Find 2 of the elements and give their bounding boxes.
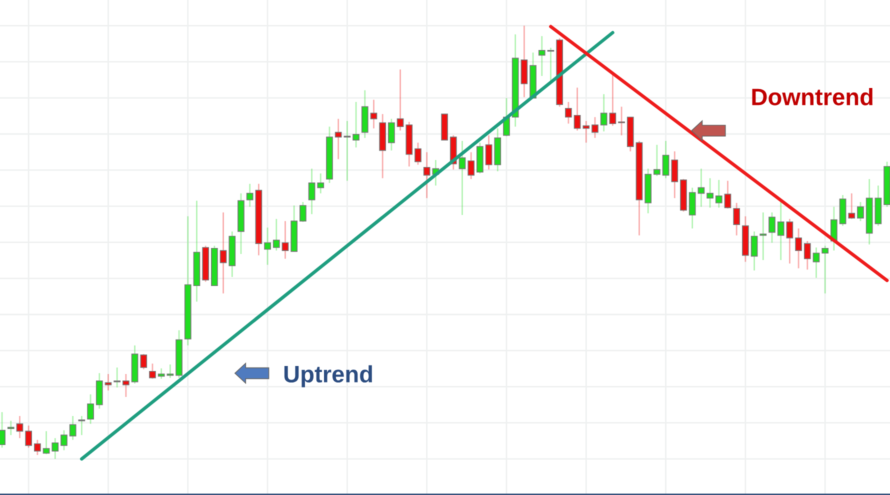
annotation: Uptrend <box>284 365 372 388</box>
annotation: Downtrend <box>752 88 872 106</box>
